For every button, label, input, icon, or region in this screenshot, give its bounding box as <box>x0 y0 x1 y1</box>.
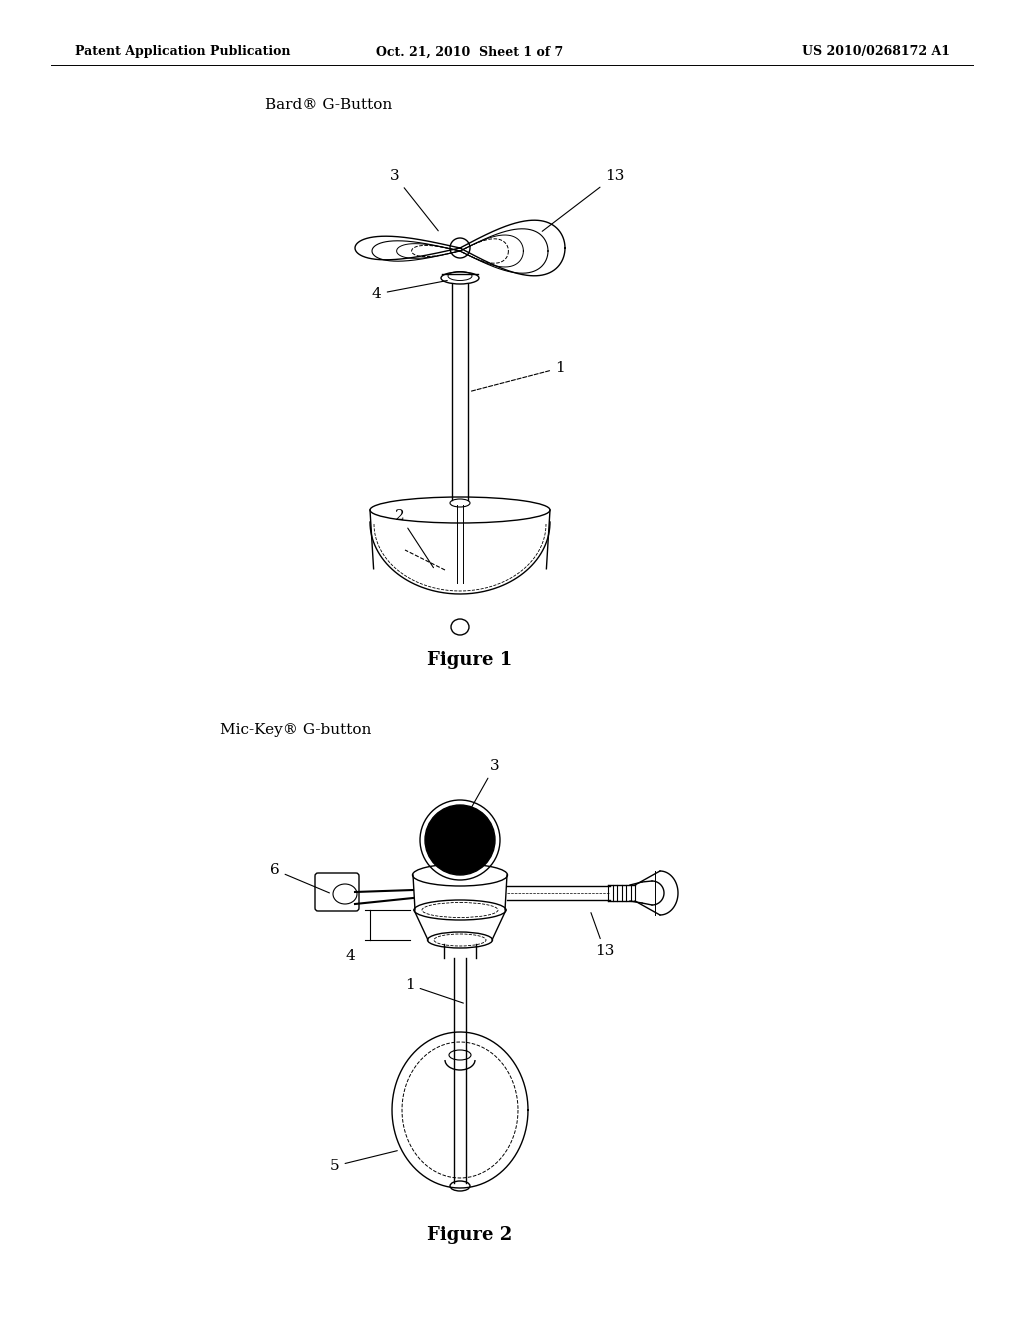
Text: Bard® G-Button: Bard® G-Button <box>265 98 392 112</box>
Text: 4: 4 <box>372 281 447 301</box>
Text: 3: 3 <box>390 169 438 231</box>
Text: 3: 3 <box>471 759 500 808</box>
Text: Patent Application Publication: Patent Application Publication <box>75 45 291 58</box>
Text: 13: 13 <box>543 169 625 231</box>
Text: 13: 13 <box>591 912 614 958</box>
Circle shape <box>425 805 495 875</box>
Text: 5: 5 <box>330 1151 397 1173</box>
Text: 1: 1 <box>471 360 565 391</box>
Text: 1: 1 <box>406 978 464 1003</box>
Text: Figure 1: Figure 1 <box>427 651 513 669</box>
Text: US 2010/0268172 A1: US 2010/0268172 A1 <box>802 45 950 58</box>
Text: 4: 4 <box>345 949 355 964</box>
Text: 6: 6 <box>270 863 330 892</box>
Text: Figure 2: Figure 2 <box>427 1226 513 1243</box>
Text: 2: 2 <box>395 510 433 568</box>
Text: Oct. 21, 2010  Sheet 1 of 7: Oct. 21, 2010 Sheet 1 of 7 <box>377 45 563 58</box>
Text: Mic-Key® G-button: Mic-Key® G-button <box>220 723 372 737</box>
